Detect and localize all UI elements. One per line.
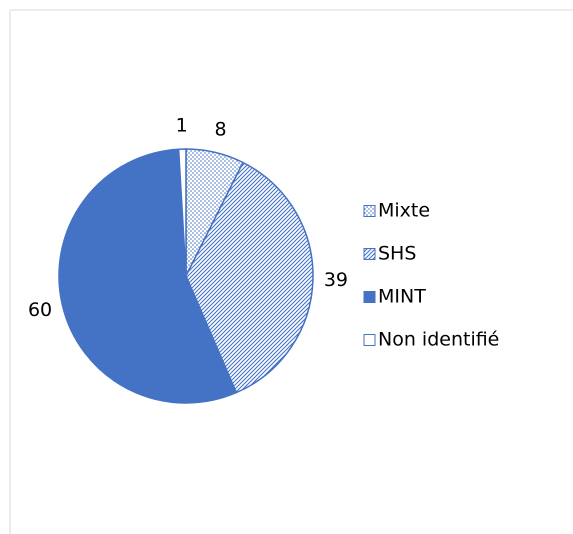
legend-label: Mixte (378, 200, 430, 222)
legend-label: Non identifié (378, 329, 499, 351)
pie-slice (185, 161, 314, 394)
legend-label: MINT (378, 286, 426, 308)
legend-swatch (363, 334, 376, 346)
legend-swatch (363, 248, 376, 260)
legend-label: SHS (378, 243, 416, 265)
legend-swatch (363, 291, 376, 303)
data-label: 60 (28, 299, 52, 321)
data-label: 39 (324, 269, 348, 291)
pie-slice (58, 148, 238, 404)
legend-swatch (363, 205, 376, 217)
pie-slice (177, 148, 187, 277)
data-label: 8 (215, 119, 227, 141)
data-label: 1 (176, 115, 188, 137)
